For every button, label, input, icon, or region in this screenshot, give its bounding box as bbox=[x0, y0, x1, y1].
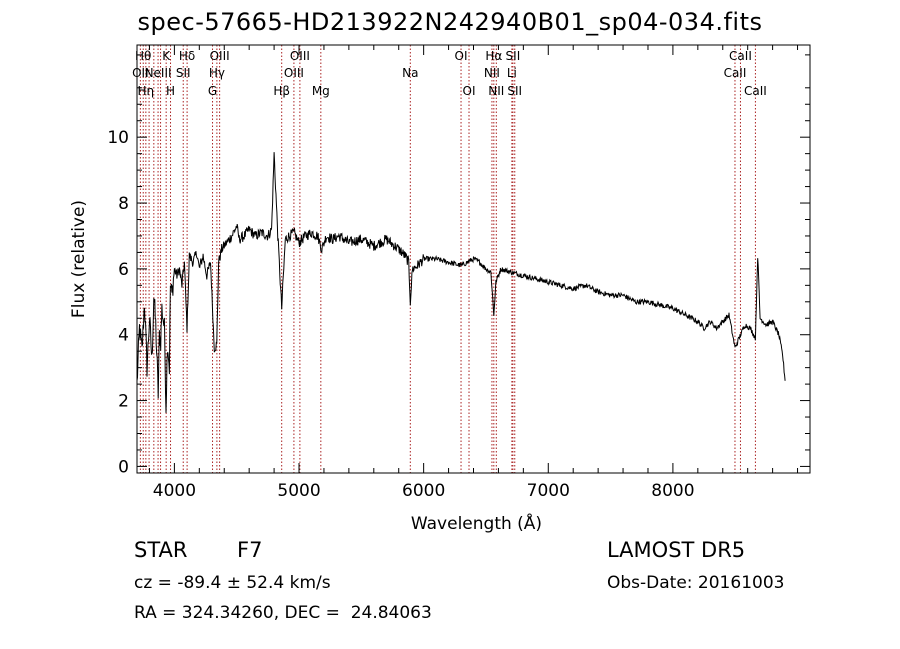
object-class: STAR bbox=[134, 538, 188, 562]
y-axis-label: Flux (relative) bbox=[69, 200, 89, 318]
survey-name: LAMOST DR5 bbox=[607, 538, 746, 562]
line-marker-label: Mg bbox=[312, 84, 330, 98]
x-axis-label: Wavelength (Å) bbox=[411, 512, 542, 534]
line-marker-label: Li bbox=[507, 66, 517, 80]
line-marker-label: SII bbox=[506, 49, 521, 63]
line-markers bbox=[139, 45, 756, 473]
line-marker-labels: OIIHθHηNeIIIKHSIIHδGHγOIIIHβOIIIOIIIMgNa… bbox=[132, 49, 767, 98]
x-tick-label: 7000 bbox=[527, 481, 570, 501]
axes: 4000 5000 6000 7000 8000 0 2 4 6 8 10 Wavelength (Å… bbox=[69, 44, 811, 534]
line-marker-label: NII bbox=[488, 84, 504, 98]
series-layer bbox=[136, 152, 786, 413]
line-marker-label: CaII bbox=[724, 66, 747, 80]
line-marker-label: OI bbox=[455, 49, 468, 63]
x-tick-label: 4000 bbox=[153, 481, 196, 501]
line-marker-label: OIII bbox=[290, 49, 310, 63]
line-marker-label: CaII bbox=[744, 84, 767, 98]
y-tick-label: 8 bbox=[118, 194, 129, 214]
spectrum-line bbox=[136, 152, 786, 413]
line-marker-label: SII bbox=[176, 66, 191, 80]
observation-date: Obs-Date: 20161003 bbox=[607, 573, 785, 593]
line-marker-label: Hγ bbox=[209, 66, 225, 80]
line-marker-label: Na bbox=[402, 66, 418, 80]
line-marker-label: SII bbox=[507, 84, 522, 98]
x-tick-label: 5000 bbox=[277, 481, 320, 501]
line-marker-label: OII bbox=[132, 66, 149, 80]
line-marker-label: OIII bbox=[284, 66, 304, 80]
line-marker-label: Hδ bbox=[179, 49, 195, 63]
x-tick-label: 8000 bbox=[651, 481, 694, 501]
line-marker-label: NII bbox=[484, 66, 500, 80]
y-tick-label: 2 bbox=[118, 392, 129, 412]
line-marker-label: Hη bbox=[138, 84, 155, 98]
line-marker-label: K bbox=[162, 49, 171, 63]
chart-title: spec-57665-HD213922N242940B01_sp04-034.f… bbox=[137, 8, 763, 36]
line-marker-label: Hβ bbox=[273, 84, 290, 98]
line-marker-label: H bbox=[166, 84, 175, 98]
line-marker-label: OI bbox=[463, 84, 476, 98]
line-marker-label: CaII bbox=[729, 49, 752, 63]
coordinates-readout: RA = 324.34260, DEC = 24.84063 bbox=[134, 603, 432, 623]
y-tick-label: 6 bbox=[118, 260, 129, 280]
x-tick-label: 6000 bbox=[402, 481, 445, 501]
line-marker-label: NeIII bbox=[145, 66, 172, 80]
y-tick-label: 0 bbox=[118, 457, 129, 477]
line-marker-label: OIII bbox=[210, 49, 230, 63]
y-tick-label: 10 bbox=[107, 128, 129, 148]
object-subclass: F7 bbox=[237, 538, 263, 562]
line-marker-label: Hα bbox=[485, 49, 502, 63]
redshift-readout: cz = -89.4 ± 52.4 km/s bbox=[134, 573, 331, 593]
y-tick-label: 4 bbox=[118, 326, 129, 346]
line-marker-label: G bbox=[208, 84, 217, 98]
line-marker-label: Hθ bbox=[135, 49, 151, 63]
